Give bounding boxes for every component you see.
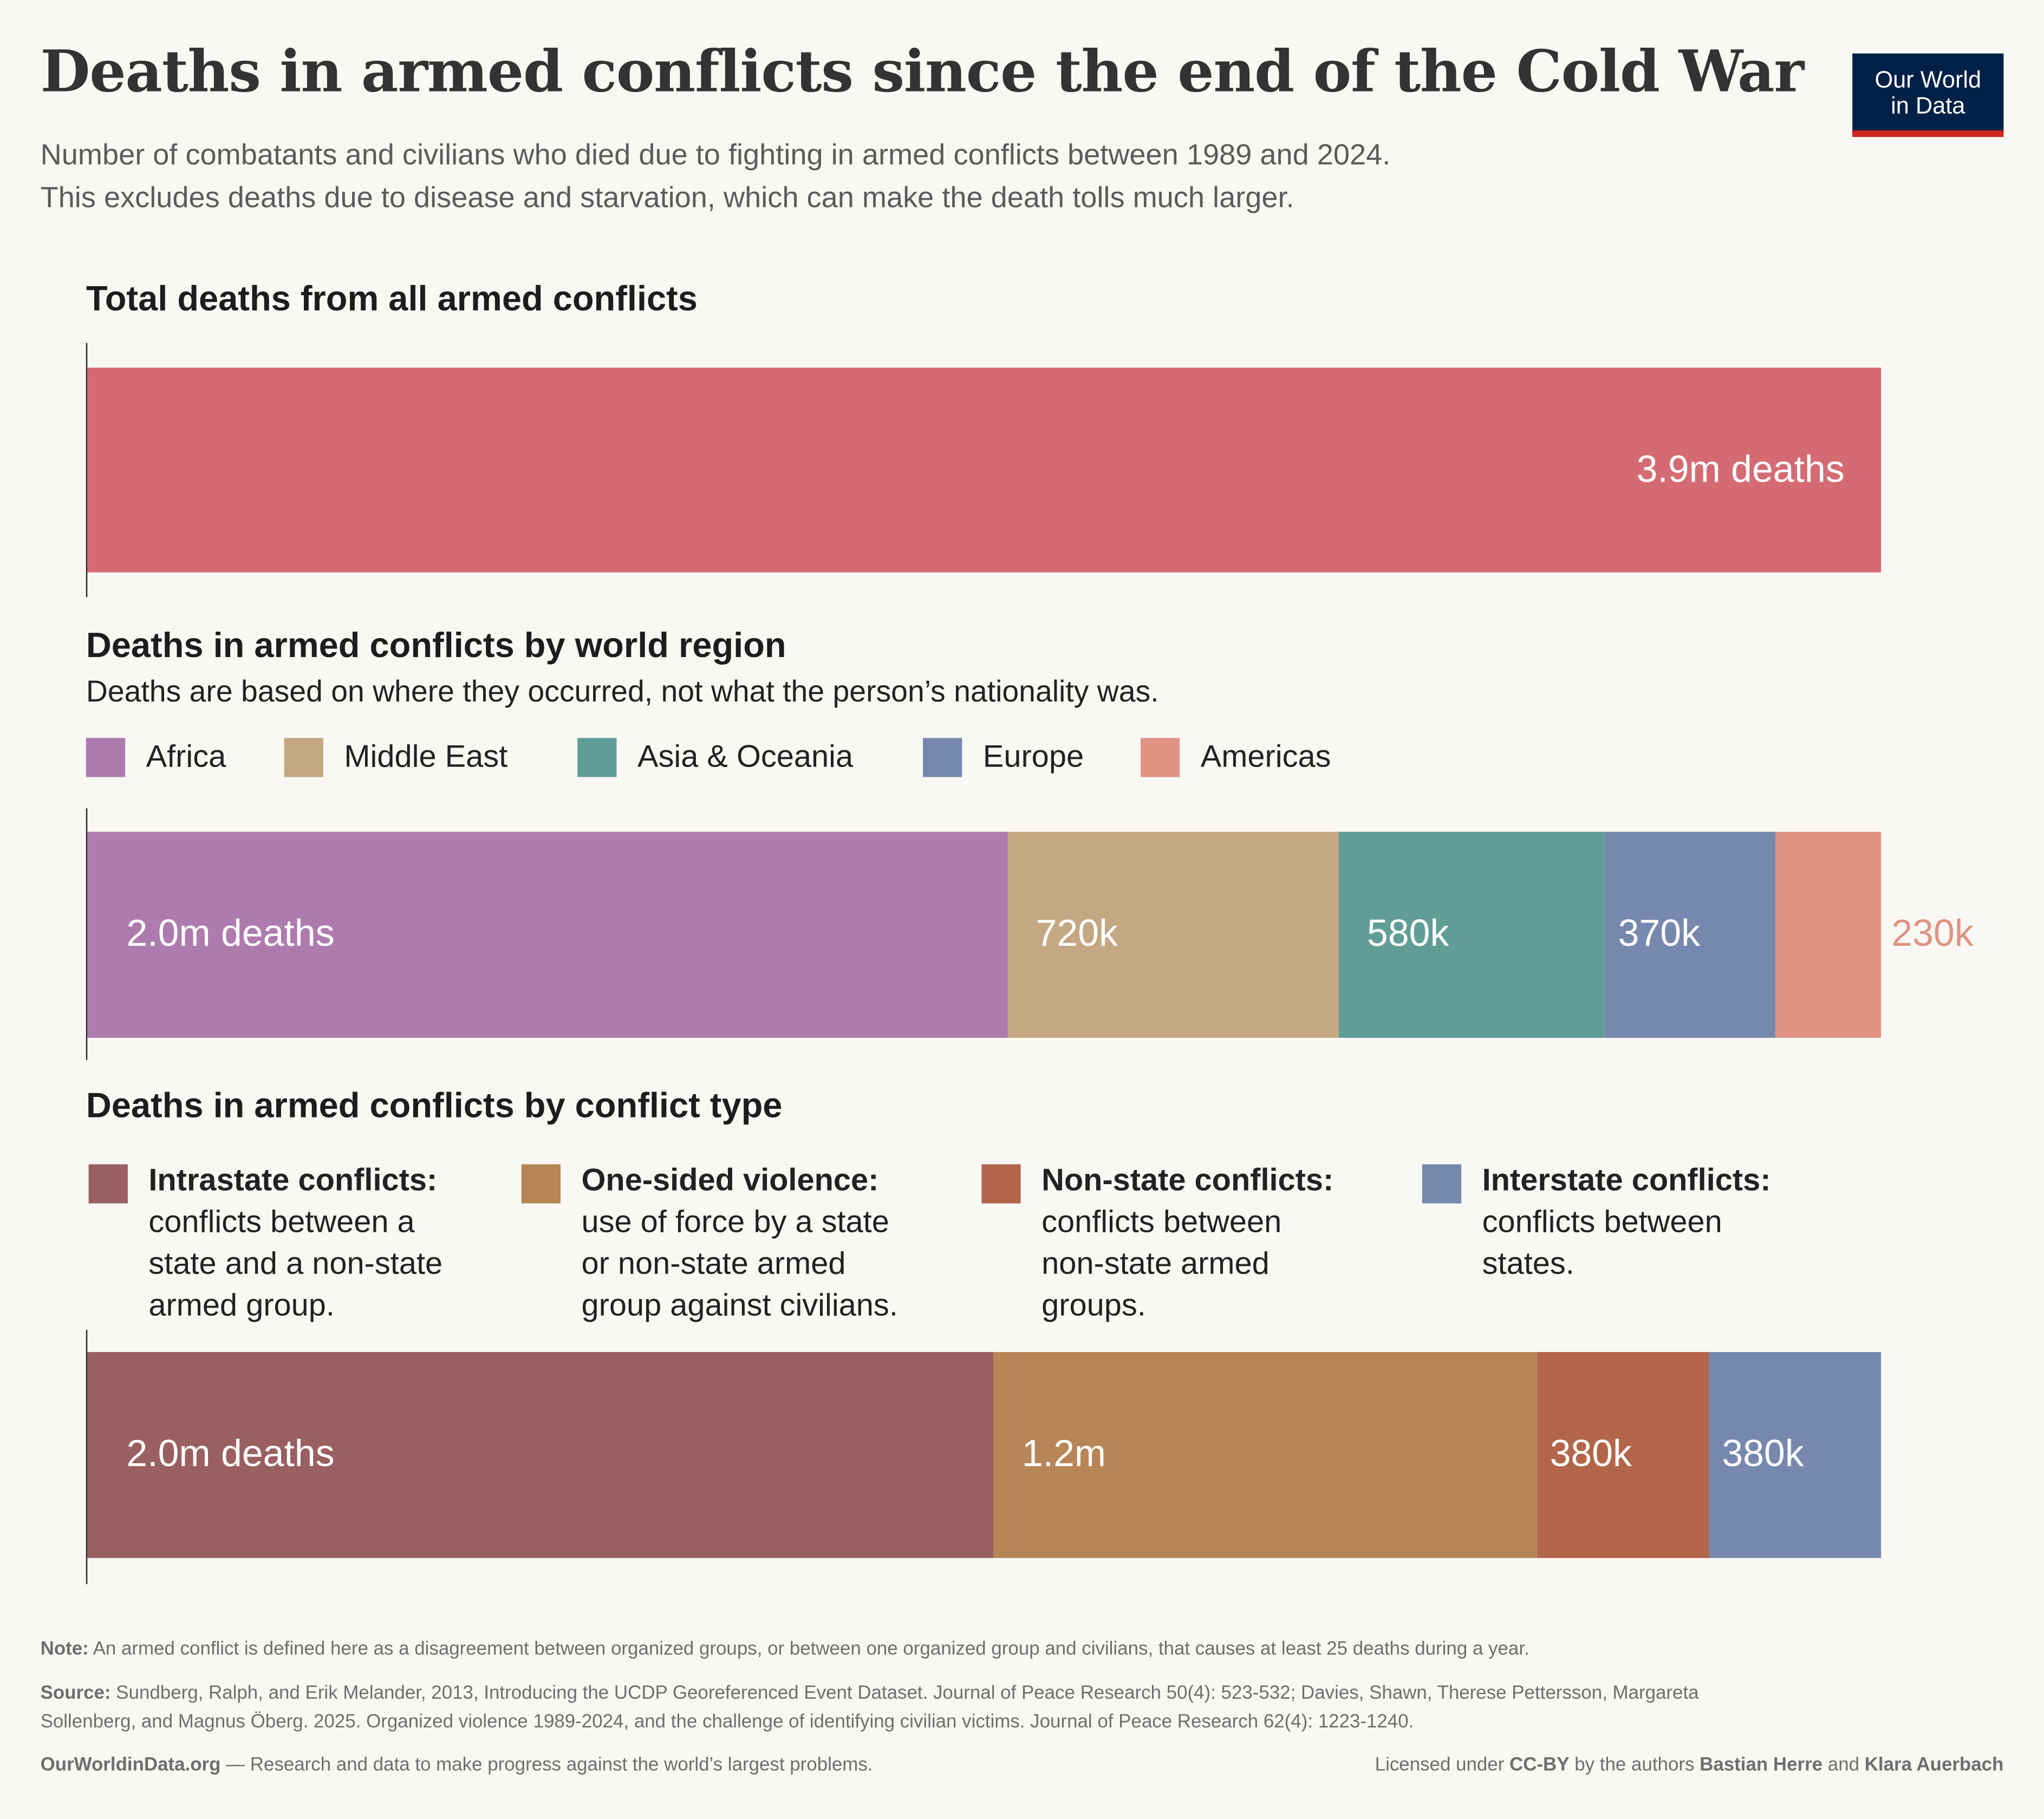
axis-line-region [86, 808, 88, 1060]
legend-item-non-state-conflicts[interactable]: Non-state conflicts: conflicts between non… [981, 1160, 1334, 1327]
legend-label: Europe [982, 739, 1084, 775]
legend-swatch [521, 1164, 561, 1204]
section-total-title: Total deaths from all armed conflicts [86, 279, 698, 319]
legend-item-africa[interactable]: Africa [86, 738, 226, 777]
legend-label: Americas [1200, 739, 1331, 775]
data-label-asia-oceania: 580k [1367, 913, 1449, 956]
footer-site: OurWorldinData.org — Research and data t… [41, 1755, 873, 1776]
subtitle-line-1: Number of combatants and civilians who d… [40, 138, 1391, 171]
legend-description: use of force by a state [581, 1204, 889, 1240]
legend-item-europe[interactable]: Europe [923, 738, 1084, 777]
bar-segment-asia-oceania[interactable]: 580k [1338, 831, 1605, 1038]
data-label-intrastate-conflicts: 2.0m deaths [126, 1433, 335, 1476]
bar-segment-africa[interactable]: 2.0m deaths [87, 831, 1007, 1038]
owid-logo[interactable]: Our World in Data [1852, 53, 2004, 137]
section-region-title: Deaths in armed conflicts by world regio… [86, 626, 786, 665]
license-link[interactable]: CC-BY [1509, 1755, 1570, 1776]
legend-label: One-sided violence: [581, 1162, 879, 1198]
data-label-middle-east: 720k [1036, 913, 1118, 956]
legend-item-middle-east[interactable]: Middle East [284, 738, 508, 777]
legend-swatch [923, 738, 962, 777]
legend-item-one-sided-violence[interactable]: One-sided violence: use of force by a sta… [521, 1160, 898, 1327]
bar-segment-non-state-conflicts[interactable]: 380k [1537, 1352, 1709, 1558]
logo-accent-bar [1852, 130, 2004, 137]
legend-description: groups. [1041, 1288, 1146, 1323]
legend-swatch [981, 1164, 1021, 1204]
site-link[interactable]: OurWorldinData.org [40, 1755, 221, 1776]
bar-segment-middle-east[interactable]: 720k [1007, 831, 1339, 1038]
legend-label: Non-state conflicts: [1041, 1162, 1334, 1198]
legend-label: Asia & Oceania [637, 739, 854, 775]
bar-segment-intrastate-conflicts[interactable]: 2.0m deaths [87, 1352, 993, 1558]
author-2: Klara Auerbach [1864, 1755, 2004, 1776]
legend-description: state and a non-state [148, 1246, 443, 1282]
legend-description: non-state armed [1041, 1246, 1270, 1282]
legend-description: group against civilians. [581, 1288, 898, 1323]
data-label-one-sided-violence: 1.2m [1021, 1433, 1106, 1476]
legend-label: Intrastate conflicts: [148, 1162, 438, 1198]
note-text: An armed conflict is defined here as a d… [88, 1639, 1529, 1660]
section-type-title: Deaths in armed conflicts by conflict ty… [86, 1086, 783, 1126]
bar-total: 3.9m deaths [87, 367, 1882, 573]
bar-segment-americas[interactable]: 230k [1775, 831, 1974, 1038]
license-prefix: Licensed under [1375, 1755, 1510, 1776]
legend-description: conflicts between a [148, 1204, 415, 1240]
legend-swatch [88, 1164, 128, 1204]
data-label-non-state-conflicts: 380k [1550, 1433, 1632, 1476]
data-label-interstate-conflicts: 380k [1722, 1433, 1804, 1476]
legend-item-americas[interactable]: Americas [1141, 738, 1331, 777]
note-label: Note: [40, 1639, 89, 1660]
chart-title: Deaths in armed conflicts since the end … [40, 39, 1805, 106]
logo-line-2: in Data [1891, 92, 1965, 119]
subtitle-line-2: This excludes deaths due to disease and … [40, 181, 1294, 214]
footer-license: Licensed under CC-BY by the authors Bast… [1375, 1755, 2004, 1776]
data-label-americas: 230k [1891, 913, 1974, 956]
legend-label: Africa [146, 739, 226, 775]
legend-item-intrastate-conflicts[interactable]: Intrastate conflicts: conflicts between a… [88, 1160, 443, 1327]
footer-note: Note: An armed conflict is defined here … [41, 1639, 1529, 1660]
source-text-1: Sundberg, Ralph, and Erik Melander, 2013… [110, 1683, 1699, 1704]
legend-item-asia-oceania[interactable]: Asia & Oceania [577, 738, 853, 777]
legend-item-interstate-conflicts[interactable]: Interstate conflicts: conflicts between st… [1422, 1160, 1771, 1285]
license-and: and [1822, 1755, 1865, 1776]
bar-region: 2.0m deaths 720k 580k 370k 230k [87, 831, 1974, 1038]
footer-source-2: Sollenberg, and Magnus Öberg. 2025. Orga… [40, 1712, 1414, 1733]
bar-segment-total[interactable]: 3.9m deaths [87, 367, 1882, 573]
bar-segment-europe[interactable]: 370k [1605, 831, 1775, 1038]
bar-type: 2.0m deaths 1.2m 380k 380k [87, 1352, 1882, 1558]
source-label: Source: [40, 1683, 111, 1704]
logo-line-1: Our World [1874, 66, 1982, 93]
section-region-subtitle: Deaths are based on where they occurred,… [86, 674, 1159, 708]
data-label-total: 3.9m deaths [1636, 448, 1845, 490]
axis-line-total [86, 343, 88, 597]
bar-segment-one-sided-violence[interactable]: 1.2m [993, 1352, 1537, 1558]
author-1: Bastian Herre [1700, 1755, 1823, 1776]
legend-description: or non-state armed [581, 1246, 846, 1282]
license-mid: by the authors [1569, 1755, 1700, 1776]
legend-swatch [1422, 1164, 1462, 1204]
footer-source-1: Source: Sundberg, Ralph, and Erik Meland… [41, 1683, 1699, 1704]
legend-swatch [284, 738, 323, 777]
legend-description: conflicts between [1482, 1204, 1722, 1240]
axis-line-type [86, 1330, 88, 1584]
legend-description: armed group. [148, 1288, 335, 1323]
legend-label: Middle East [344, 739, 508, 775]
legend-swatch [86, 738, 126, 777]
legend-description: states. [1482, 1246, 1574, 1282]
data-label-europe: 370k [1618, 913, 1701, 956]
legend-swatch [577, 738, 617, 777]
legend-description: conflicts between [1041, 1204, 1282, 1240]
bar-segment-interstate-conflicts[interactable]: 380k [1709, 1352, 1882, 1558]
data-label-africa: 2.0m deaths [126, 913, 335, 956]
legend-label: Interstate conflicts: [1482, 1162, 1771, 1198]
legend-swatch [1141, 738, 1180, 777]
tagline: — Research and data to make progress aga… [220, 1755, 873, 1776]
